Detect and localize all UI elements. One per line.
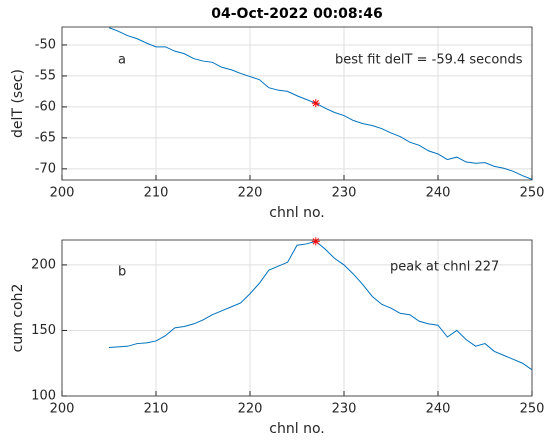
y-tick-label: -65 xyxy=(35,130,56,145)
y-tick-label: 200 xyxy=(31,257,56,272)
marker xyxy=(311,237,320,246)
x-tick-label: 200 xyxy=(50,402,75,417)
x-tick-label: 240 xyxy=(426,186,451,201)
x-axis-label: chnl no. xyxy=(269,205,324,221)
y-tick-label: -70 xyxy=(35,161,56,176)
x-tick-label: 220 xyxy=(238,402,263,417)
y-axis-label: delT (sec) xyxy=(10,69,26,138)
annotation: b xyxy=(118,265,126,280)
x-tick-label: 250 xyxy=(520,402,545,417)
plot-area xyxy=(62,27,532,180)
y-tick-label: 150 xyxy=(31,323,56,338)
marker xyxy=(311,99,320,108)
data-line xyxy=(108,27,533,180)
chart-title: 04-Oct-2022 00:08:46 xyxy=(211,6,382,22)
y-axis-label: cum coh2 xyxy=(10,284,26,353)
x-tick-label: 240 xyxy=(426,402,451,417)
x-tick-label: 230 xyxy=(332,186,357,201)
y-tick-label: -50 xyxy=(35,37,56,52)
x-axis-label: chnl no. xyxy=(269,421,324,437)
y-tick-label: -55 xyxy=(35,68,56,83)
annotation: peak at chnl 227 xyxy=(390,260,499,275)
x-tick-label: 210 xyxy=(144,186,169,201)
y-tick-label: 100 xyxy=(31,389,56,404)
axes-box xyxy=(61,239,533,397)
annotation: best fit delT = -59.4 seconds xyxy=(335,53,523,68)
x-tick-label: 210 xyxy=(144,402,169,417)
x-tick-label: 220 xyxy=(238,186,263,201)
annotation: a xyxy=(118,53,126,68)
axes-box xyxy=(61,26,533,181)
plot-area xyxy=(62,240,532,396)
x-tick-label: 250 xyxy=(520,186,545,201)
x-tick-label: 200 xyxy=(50,186,75,201)
marker-stroke xyxy=(312,100,319,107)
marker-stroke xyxy=(312,238,319,245)
y-tick-label: -60 xyxy=(35,99,56,114)
x-tick-label: 230 xyxy=(332,402,357,417)
data-line xyxy=(108,240,533,371)
